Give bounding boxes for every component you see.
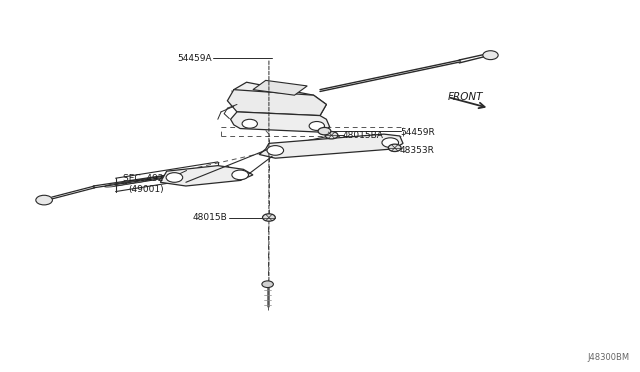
Text: 48353R: 48353R (400, 146, 435, 155)
Circle shape (382, 138, 399, 147)
Circle shape (483, 51, 498, 60)
Circle shape (318, 128, 331, 135)
Text: 54459R: 54459R (400, 128, 435, 137)
Text: J48300BM: J48300BM (588, 353, 630, 362)
Text: 48015B: 48015B (193, 213, 227, 222)
Circle shape (388, 144, 401, 151)
Polygon shape (253, 80, 307, 95)
Text: 54459A: 54459A (177, 54, 211, 62)
Circle shape (267, 145, 284, 155)
Circle shape (262, 281, 273, 288)
Text: SEC. 492
(49001): SEC. 492 (49001) (123, 174, 164, 194)
Circle shape (232, 170, 248, 180)
Text: FRONT: FRONT (448, 92, 483, 102)
Circle shape (262, 214, 275, 221)
Polygon shape (161, 166, 253, 186)
Circle shape (242, 119, 257, 128)
Polygon shape (230, 112, 330, 132)
Circle shape (36, 195, 52, 205)
Circle shape (325, 132, 338, 139)
Polygon shape (227, 90, 326, 116)
Circle shape (309, 122, 324, 131)
Circle shape (166, 173, 182, 182)
Text: 48015BA: 48015BA (342, 131, 383, 141)
Polygon shape (230, 82, 326, 123)
Polygon shape (259, 134, 403, 158)
